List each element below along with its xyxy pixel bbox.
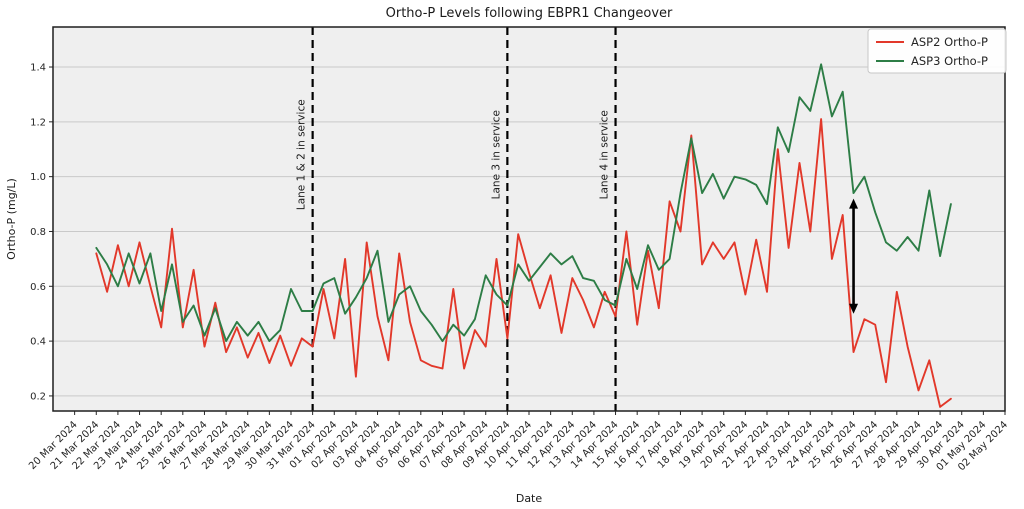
y-tick-label: 1.4 <box>30 63 46 74</box>
gridlines <box>53 66 1005 397</box>
y-axis-label: Ortho-P (mg/L) <box>5 178 18 260</box>
y-tick-label: 1.2 <box>30 117 46 128</box>
y-tick-label: 1.0 <box>30 172 46 183</box>
x-axis-label: Date <box>516 492 543 505</box>
event-line-label: Lane 3 in service <box>490 110 502 199</box>
plot-area-background <box>53 27 1005 411</box>
event-line-label: Lane 1 & 2 in service <box>296 99 308 210</box>
y-tick-label: 0.6 <box>30 282 46 293</box>
y-tick-label: 0.4 <box>30 337 46 348</box>
data-series <box>95 63 952 408</box>
gap-arrow-annotation <box>849 198 859 314</box>
arrow-head-down <box>849 303 859 314</box>
asp3-series-line <box>95 63 952 343</box>
arrow-head-up <box>849 198 859 209</box>
legend-item-asp3: ASP3 Ortho-P <box>876 54 988 68</box>
legend: ASP2 Ortho-P ASP3 Ortho-P <box>867 28 1007 74</box>
asp2-legend-label: ASP2 Ortho-P <box>911 35 988 49</box>
y-tick-label: 0.2 <box>30 391 46 402</box>
y-tick-label: 0.8 <box>30 227 46 238</box>
asp2-series-line <box>95 118 952 408</box>
legend-item-asp2: ASP2 Ortho-P <box>876 35 988 49</box>
chart-title: Ortho-P Levels following EBPR1 Changeove… <box>386 6 673 21</box>
plot-frame <box>52 26 1006 412</box>
asp3-legend-label: ASP3 Ortho-P <box>911 54 988 68</box>
event-line-label: Lane 4 in service <box>599 110 611 199</box>
